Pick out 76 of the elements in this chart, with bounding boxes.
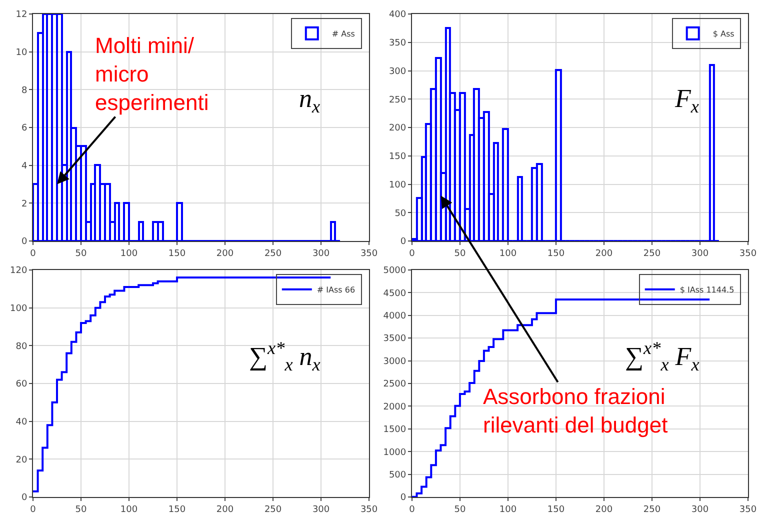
y-tick-label: 2500 <box>383 380 406 390</box>
y-tick-label: 350 <box>388 38 406 49</box>
y-tick-label: 1500 <box>383 425 406 436</box>
x-tick-label: 250 <box>643 248 661 259</box>
y-tick-label: 50 <box>394 208 406 219</box>
x-tick-label: 50 <box>454 248 466 259</box>
y-tick-label: 6 <box>21 124 28 134</box>
x-tick-label: 100 <box>499 504 517 515</box>
x-tick-label: 150 <box>547 248 565 259</box>
x-tick-label: 0 <box>30 504 36 515</box>
x-tick-label: 300 <box>691 248 709 259</box>
legend-label: $ IAss 1144.5 <box>680 285 734 294</box>
y-tick-label: 5000 <box>383 266 406 276</box>
y-tick-label: 150 <box>388 152 406 162</box>
x-tick-label: 0 <box>30 248 36 259</box>
x-tick-label: 200 <box>595 248 613 259</box>
y-tick-label: 200 <box>388 124 406 134</box>
x-tick-label: 200 <box>216 504 234 515</box>
y-tick-label: 60 <box>16 380 28 390</box>
x-tick-label: 150 <box>168 248 186 259</box>
y-tick-label: 3500 <box>383 334 406 344</box>
y-tick-label: 4500 <box>383 288 406 299</box>
y-tick-label: 100 <box>388 180 406 190</box>
y-tick-label: 10 <box>16 48 28 58</box>
y-tick-label: 4 <box>21 161 28 172</box>
y-tick-label: 1000 <box>383 448 406 458</box>
x-tick-label: 150 <box>168 504 186 515</box>
annotation: Molti mini/ micro esperimenti <box>95 33 209 116</box>
y-tick-label: 0 <box>400 493 406 504</box>
y-tick-label: 300 <box>388 66 406 77</box>
x-tick-label: 350 <box>739 504 757 515</box>
y-tick-label: 80 <box>16 342 28 352</box>
legend-label: $ Ass <box>712 29 734 38</box>
x-tick-label: 100 <box>120 504 138 515</box>
x-tick-label: 150 <box>547 504 565 515</box>
x-tick-label: 100 <box>499 248 517 259</box>
y-tick-label: 400 <box>388 10 406 20</box>
x-tick-label: 50 <box>75 248 88 259</box>
y-tick-label: 4000 <box>383 312 406 322</box>
legend-label: # Ass <box>332 29 355 38</box>
x-tick-label: 0 <box>409 504 416 515</box>
annotation: F$_{x}$ <box>674 84 699 116</box>
x-tick-label: 250 <box>643 504 661 515</box>
y-tick-label: 12 <box>16 10 28 20</box>
x-tick-label: 300 <box>312 504 330 515</box>
y-tick-label: 0 <box>21 237 28 248</box>
x-tick-label: 50 <box>454 504 466 515</box>
y-tick-label: 0 <box>400 237 406 248</box>
annotation: Assorbono frazioni rilevanti del budget <box>483 384 668 438</box>
x-tick-label: 200 <box>216 248 234 259</box>
y-tick-label: 2 <box>21 199 28 210</box>
x-tick-label: 350 <box>739 248 757 259</box>
annotation: ∑$^{x*}$$_{x}$ n$_{x}$ <box>249 338 320 374</box>
x-tick-label: 350 <box>360 248 378 259</box>
x-tick-label: 200 <box>595 504 613 515</box>
x-tick-label: 350 <box>360 504 378 515</box>
x-tick-label: 300 <box>312 248 330 259</box>
y-tick-label: 2000 <box>383 402 406 412</box>
x-tick-label: 250 <box>264 504 282 515</box>
x-tick-label: 250 <box>264 248 282 259</box>
x-tick-label: 50 <box>75 504 88 515</box>
annotation: n$_{x}$ <box>299 84 320 116</box>
y-tick-label: 0 <box>21 493 28 504</box>
y-tick-label: 250 <box>388 95 406 106</box>
y-tick-label: 100 <box>10 304 28 314</box>
y-tick-label: 3000 <box>383 356 406 367</box>
x-tick-label: 100 <box>120 248 138 259</box>
y-tick-label: 8 <box>21 86 28 96</box>
y-tick-label: 20 <box>16 455 28 466</box>
x-tick-label: 0 <box>409 248 416 259</box>
legend-label: # IAss 66 <box>316 285 356 294</box>
y-tick-label: 120 <box>10 266 28 276</box>
y-tick-label: 500 <box>388 470 406 480</box>
y-tick-label: 40 <box>16 417 28 428</box>
annotation: ∑$^{x*}$$_{x}$ F$_{x}$ <box>625 338 700 374</box>
x-tick-label: 300 <box>691 504 709 515</box>
